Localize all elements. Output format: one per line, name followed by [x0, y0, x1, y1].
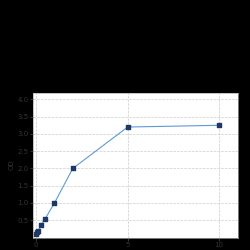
Point [35, 230, 39, 234]
Point [34, 232, 38, 236]
Point [39, 224, 43, 228]
Point [71, 166, 75, 170]
Y-axis label: OD: OD [8, 160, 14, 170]
Point [217, 123, 221, 127]
Point [36, 228, 40, 232]
Point [43, 216, 47, 220]
Point [52, 201, 56, 205]
Point [126, 125, 130, 129]
